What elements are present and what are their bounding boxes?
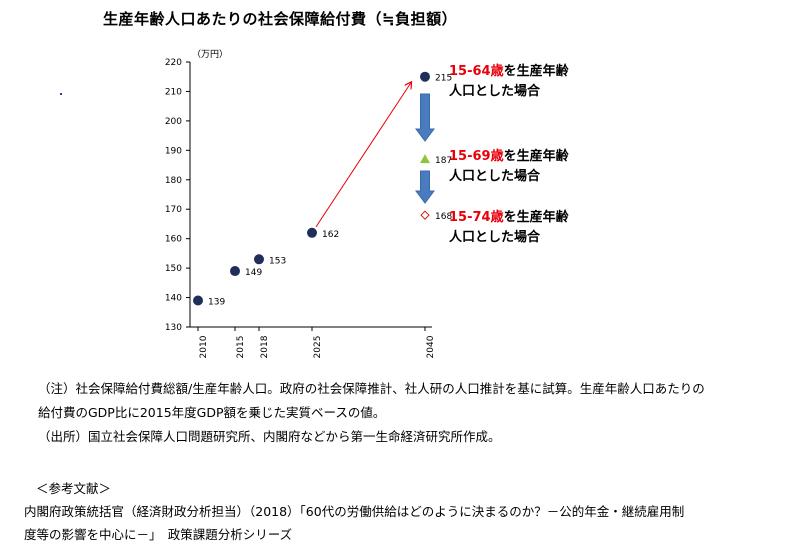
- y-tick-label: 160: [165, 235, 182, 245]
- reference-line-2: 度等の影響を中心に－」 政策課題分析シリーズ: [24, 527, 293, 542]
- x-tick-label: 2015: [236, 336, 246, 359]
- y-tick-label: 200: [165, 117, 182, 127]
- y-tick-label: 180: [165, 176, 182, 186]
- y-tick-label: 140: [165, 294, 182, 304]
- annotation-15-69: 15-69歳を生産年齢 人口とした場合: [449, 149, 569, 184]
- chart-title: 生産年齢人口あたりの社会保障給付費（≒負担額）: [103, 10, 458, 28]
- data-label: 153: [269, 256, 286, 266]
- y-tick-label: 150: [165, 264, 182, 274]
- data-label: 162: [322, 230, 339, 240]
- data-point: [193, 295, 203, 306]
- data-label: 168: [435, 212, 452, 222]
- y-tick-label: 170: [165, 205, 182, 215]
- stray-dot: [60, 93, 62, 95]
- annotation-15-64: 15-64歳を生産年齢 人口とした場合: [449, 64, 569, 99]
- data-point: [230, 266, 240, 277]
- y-tick-label: 130: [165, 323, 182, 333]
- chart-marks: 139 149 153 162 215 187 168: [193, 71, 452, 308]
- data-point: [307, 227, 317, 238]
- data-point: [420, 71, 430, 82]
- y-tick-label: 210: [165, 87, 182, 97]
- trend-arrow: [315, 83, 411, 228]
- x-tick-label: 2018: [260, 335, 270, 358]
- source-line: （出所）国立社会保障人口問題研究所、内閣府などから第一生命経済研究所作成。: [38, 429, 501, 444]
- chart-plot: 130 140 150 160 170 180 190 200 210 220 （万円） 2010 20…: [165, 49, 453, 358]
- annotation-15-74: 15-74歳を生産年齢 人口とした場合: [449, 210, 569, 245]
- data-label: 139: [208, 298, 225, 308]
- chart-axes: 130 140 150 160 170 180 190 200 210 220 （万円） 2010 20…: [165, 49, 436, 358]
- data-label: 215: [435, 74, 452, 84]
- x-tick-label: 2010: [199, 335, 209, 358]
- y-axis-label: （万円）: [192, 49, 228, 60]
- data-point: [420, 154, 430, 164]
- data-label: 149: [245, 268, 262, 278]
- references-heading: ＜参考文献＞: [36, 481, 112, 496]
- x-tick-label: 2025: [313, 336, 323, 359]
- note-line-2: 給付費のGDP比に2015年度GDP額を乗じた実質ベースの値。: [38, 405, 386, 420]
- data-label: 187: [435, 156, 452, 166]
- data-point: [420, 210, 430, 220]
- note-line-1: （注）社会保障給付費総額/生産年齢人口。政府の社会保障推計、社人研の人口推計を基…: [38, 381, 705, 396]
- down-arrow-1: [415, 93, 435, 142]
- y-tick-label: 190: [165, 146, 182, 156]
- reference-line-1: 内閣府政策統括官（経済財政分析担当）（2018）「60代の労働供給はどのように決…: [24, 504, 685, 519]
- down-arrow-2: [415, 170, 435, 204]
- data-point: [254, 254, 264, 265]
- y-tick-label: 220: [165, 58, 182, 68]
- x-tick-label: 2040: [426, 335, 436, 358]
